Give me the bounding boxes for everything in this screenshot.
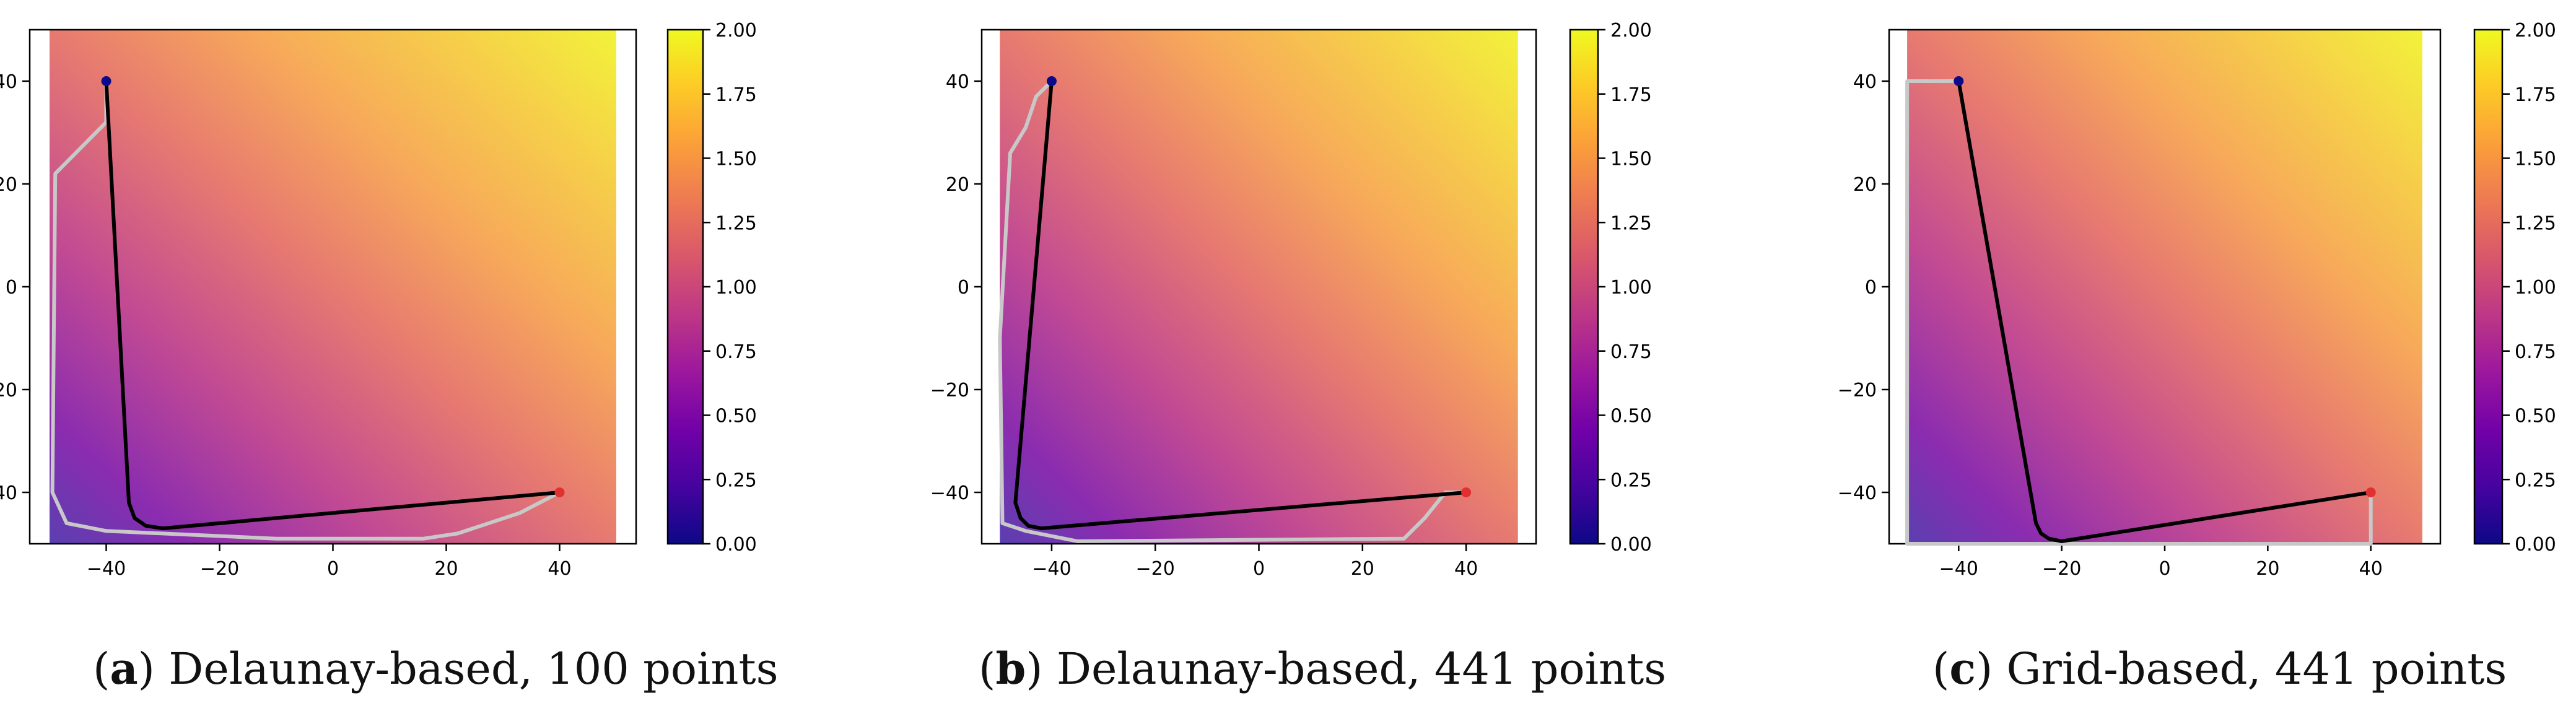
y-tick-label: 20 <box>1853 174 1877 196</box>
caption-a: (a) Delaunay-based, 100 points <box>93 643 779 694</box>
colorbar-tick-label: 1.25 <box>2515 212 2556 234</box>
start-point-marker <box>1954 76 1964 86</box>
x-tick-label: −40 <box>1939 558 1978 580</box>
end-point-marker <box>554 487 565 497</box>
colorbar-tick-label: 0.75 <box>2515 341 2556 363</box>
y-tick-label: 0 <box>6 277 17 299</box>
colorbar-tick-label: 0.50 <box>1610 406 1652 427</box>
end-point-marker <box>2365 487 2376 497</box>
caption-c: (c) Grid-based, 441 points <box>1932 643 2507 694</box>
colorbar-tick-label: 0.00 <box>1610 534 1652 556</box>
colorbar-tick-label: 0.75 <box>1610 341 1652 363</box>
panel-a: −40 −20 0 20 40 −40 −20 0 20 40 0.00 0.25 0.50 0.75 1.… <box>0 20 757 580</box>
graph-path-line <box>50 79 562 541</box>
x-tick-label: −40 <box>87 558 126 580</box>
optimal-path-line <box>104 79 562 531</box>
colorbar <box>666 28 704 545</box>
heatmap-field <box>50 30 616 544</box>
caption-c-text: ) Grid-based, 441 points <box>1975 643 2507 694</box>
colorbar-tick-label: 0.50 <box>2515 406 2556 427</box>
y-tick-label: 40 <box>0 71 17 93</box>
optimal-path-line <box>1013 79 1469 531</box>
colorbar-tick-label: 0.75 <box>715 341 757 363</box>
y-tick-label: −20 <box>1838 380 1877 401</box>
x-tick-label: 40 <box>2359 558 2383 580</box>
colorbar-tick-label: 1.00 <box>715 277 757 299</box>
x-tick-label: −20 <box>1136 558 1175 580</box>
x-tick-label: 20 <box>2256 558 2279 580</box>
optimal-path-line <box>1957 79 2373 543</box>
caption-b-text: ) Delaunay-based, 441 points <box>1026 643 1667 694</box>
colorbar-tick-label: 1.00 <box>2515 277 2556 299</box>
colorbar-tick-label: 0.25 <box>1610 469 1652 491</box>
y-tick-label: 0 <box>958 277 969 299</box>
y-tick-label: −40 <box>930 482 969 504</box>
x-tick-label: −20 <box>2042 558 2081 580</box>
colorbar-tick-label: 1.50 <box>715 149 757 170</box>
colorbar-tick-label: 1.25 <box>715 212 757 234</box>
colorbar-tick-label: 2.00 <box>715 20 757 41</box>
y-tick-label: 20 <box>0 174 17 196</box>
panel-b: −40 −20 0 20 40 −40 −20 0 20 40 0.00 0.25 0.50 0.75 1.… <box>930 20 1652 580</box>
y-tick-label: −20 <box>0 380 17 401</box>
colorbar-tick-label: 1.00 <box>1610 277 1652 299</box>
y-tick-label: −40 <box>0 482 17 504</box>
x-tick-label: 0 <box>1253 558 1265 580</box>
caption-c-letter: c <box>1949 643 1976 694</box>
caption-a-text: ) Delaunay-based, 100 points <box>138 643 779 694</box>
x-tick-label: 0 <box>2159 558 2170 580</box>
end-point-marker <box>1461 487 1472 497</box>
colorbar-tick-label: 2.00 <box>1610 20 1652 41</box>
y-tick-label: −20 <box>930 380 969 401</box>
y-tick-label: −40 <box>1838 482 1877 504</box>
colorbar <box>1569 28 1599 545</box>
y-tick-label: 40 <box>946 71 969 93</box>
colorbar-tick-label: 1.75 <box>715 84 757 106</box>
start-point-marker <box>101 76 111 86</box>
heatmap-field <box>1907 30 2422 544</box>
caption-b: (b) Delaunay-based, 441 points <box>979 643 1667 694</box>
graph-path-line <box>998 79 1469 543</box>
caption-b-letter: b <box>995 643 1026 694</box>
graph-path-line <box>1905 79 2373 546</box>
y-tick-label: 0 <box>1865 277 1877 299</box>
y-tick-label: 20 <box>946 174 969 196</box>
colorbar-tick-label: 1.25 <box>1610 212 1652 234</box>
colorbar-tick-label: 0.25 <box>715 469 757 491</box>
caption-a-letter: a <box>110 643 138 694</box>
panel-c: −40 −20 0 20 40 −40 −20 0 20 40 0.00 0.25 0.50 0.75 1.… <box>1838 20 2556 580</box>
colorbar-tick-label: 1.50 <box>2515 149 2556 170</box>
colorbar-tick-label: 0.00 <box>2515 534 2556 556</box>
colorbar-tick-label: 0.25 <box>2515 469 2556 491</box>
y-tick-label: 40 <box>1853 71 1877 93</box>
colorbar-tick-label: 1.75 <box>2515 84 2556 106</box>
colorbar-tick-label: 0.00 <box>715 534 757 556</box>
heatmap-field <box>1000 30 1518 544</box>
colorbar <box>2473 28 2504 545</box>
colorbar-tick-label: 2.00 <box>2515 20 2556 41</box>
x-tick-label: 20 <box>1351 558 1374 580</box>
colorbar-tick-label: 0.50 <box>715 406 757 427</box>
colorbar-tick-label: 1.75 <box>1610 84 1652 106</box>
x-tick-label: 20 <box>434 558 458 580</box>
x-tick-label: −40 <box>1032 558 1071 580</box>
colorbar-tick-label: 1.50 <box>1610 149 1652 170</box>
start-point-marker <box>1046 76 1057 86</box>
x-tick-label: 40 <box>1454 558 1478 580</box>
x-tick-label: 40 <box>548 558 571 580</box>
x-tick-label: 0 <box>327 558 339 580</box>
x-tick-label: −20 <box>200 558 239 580</box>
